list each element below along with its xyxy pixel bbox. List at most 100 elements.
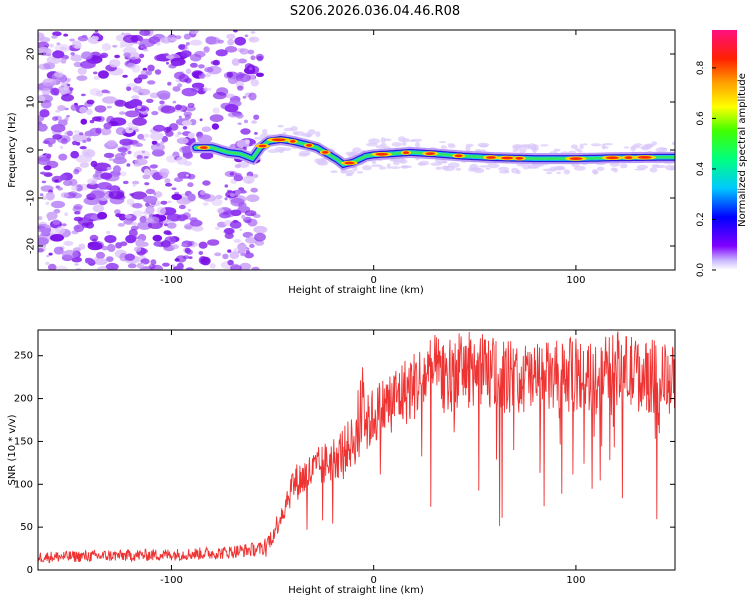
noise-blob (94, 105, 107, 113)
noise-blob (93, 71, 98, 75)
ridge-hotspot (402, 151, 410, 155)
noise-blob (224, 232, 234, 239)
noise-blob (231, 58, 240, 66)
noise-blob (249, 243, 255, 248)
noise-blob (140, 46, 144, 49)
noise-blob (76, 75, 88, 81)
ridge-hotspot (375, 152, 388, 156)
noise-blob (380, 137, 386, 144)
noise-blob (200, 151, 214, 160)
noise-blob (93, 258, 108, 266)
noise-blob (227, 259, 234, 266)
noise-blob (79, 132, 84, 136)
noise-blob (178, 204, 186, 210)
noise-blob (61, 223, 67, 227)
noise-blob (169, 123, 179, 131)
noise-blob (389, 166, 401, 170)
noise-blob (86, 137, 92, 142)
noise-blob (177, 83, 183, 88)
noise-blob (145, 188, 156, 195)
noise-blob (102, 96, 118, 104)
colorbar: 0.0 0.2 0.4 0.6 0.8 Normalized spectral ampl… (696, 30, 748, 277)
noise-blob (89, 119, 95, 124)
noise-blob (86, 99, 95, 105)
noise-blob (155, 225, 161, 229)
noise-blob (139, 30, 151, 36)
noise-blob (153, 241, 164, 247)
spectrogram-y-ticks: -20 -10 0 10 20 (26, 48, 675, 254)
noise-blob (147, 64, 155, 72)
noise-blob (122, 180, 129, 185)
noise-blob (108, 190, 125, 200)
noise-blob (251, 266, 260, 270)
noise-blob (185, 105, 196, 112)
noise-blob (250, 31, 256, 34)
noise-blob (73, 168, 80, 175)
noise-blob (106, 139, 117, 147)
noise-blob (227, 111, 239, 118)
noise-blob (45, 191, 55, 201)
noise-blob (237, 85, 244, 91)
noise-blob (233, 174, 244, 182)
noise-blob (132, 180, 140, 185)
noise-blob (87, 241, 103, 251)
noise-blob (143, 48, 148, 52)
noise-blob (227, 38, 235, 46)
noise-blob (93, 75, 101, 80)
ridge-hotspot (605, 156, 619, 160)
noise-blob (185, 42, 190, 46)
noise-blob (138, 92, 144, 96)
snr-frame (37, 329, 676, 571)
noise-blob (185, 267, 194, 270)
noise-blob (233, 238, 242, 243)
noise-blob (631, 145, 641, 149)
noise-blob (119, 171, 127, 177)
noise-blob (156, 90, 171, 99)
noise-blob (42, 78, 57, 87)
noise-blob (233, 30, 238, 33)
noise-blob (134, 158, 148, 166)
noise-blob (58, 153, 68, 161)
noise-blob (243, 119, 249, 124)
noise-blob (176, 262, 184, 270)
noise-blob (41, 123, 47, 127)
noise-blob (292, 131, 299, 135)
noise-blob (81, 51, 93, 60)
noise-blob (623, 146, 630, 149)
noise-blob (402, 138, 411, 143)
noise-blob (142, 174, 151, 180)
noise-blob (307, 129, 316, 135)
noise-blob (498, 166, 509, 172)
ridge-hotspot (569, 157, 583, 161)
noise-blob (230, 209, 242, 217)
noise-blob (101, 127, 112, 136)
noise-blob (41, 180, 47, 184)
ridge-hotspot (289, 140, 296, 143)
noise-blob (659, 147, 668, 151)
noise-blob (206, 88, 212, 91)
noise-blob (570, 144, 579, 149)
noise-blob (137, 133, 145, 140)
noise-blob (352, 147, 362, 154)
noise-blob (468, 167, 476, 172)
noise-blob (172, 100, 177, 104)
noise-blob (131, 95, 140, 100)
noise-blob (254, 240, 265, 246)
noise-blob (214, 226, 220, 230)
noise-blob (556, 171, 561, 175)
noise-blob (127, 150, 132, 155)
noise-blob (50, 200, 66, 209)
snr-x-label: Height of straight line (km) (288, 585, 424, 596)
noise-blob (200, 190, 206, 196)
noise-blob (48, 143, 53, 148)
noise-blob (640, 146, 652, 149)
y-tick-label: 20 (26, 48, 37, 61)
spectrogram-ridge (190, 133, 675, 171)
noise-blob (96, 251, 105, 259)
noise-blob (401, 141, 407, 146)
x-tick-label: 100 (566, 275, 585, 286)
noise-blob (485, 167, 491, 170)
noise-blob (84, 130, 95, 137)
noise-blob (114, 99, 127, 107)
